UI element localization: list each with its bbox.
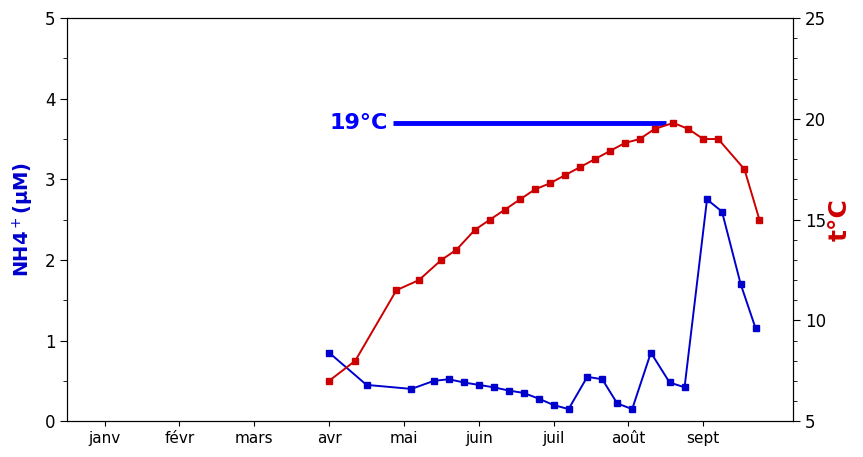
Y-axis label: NH4$^+$(µM): NH4$^+$(µM): [11, 162, 36, 277]
Text: 19°C: 19°C: [329, 113, 387, 133]
Y-axis label: t°C: t°C: [828, 198, 852, 241]
